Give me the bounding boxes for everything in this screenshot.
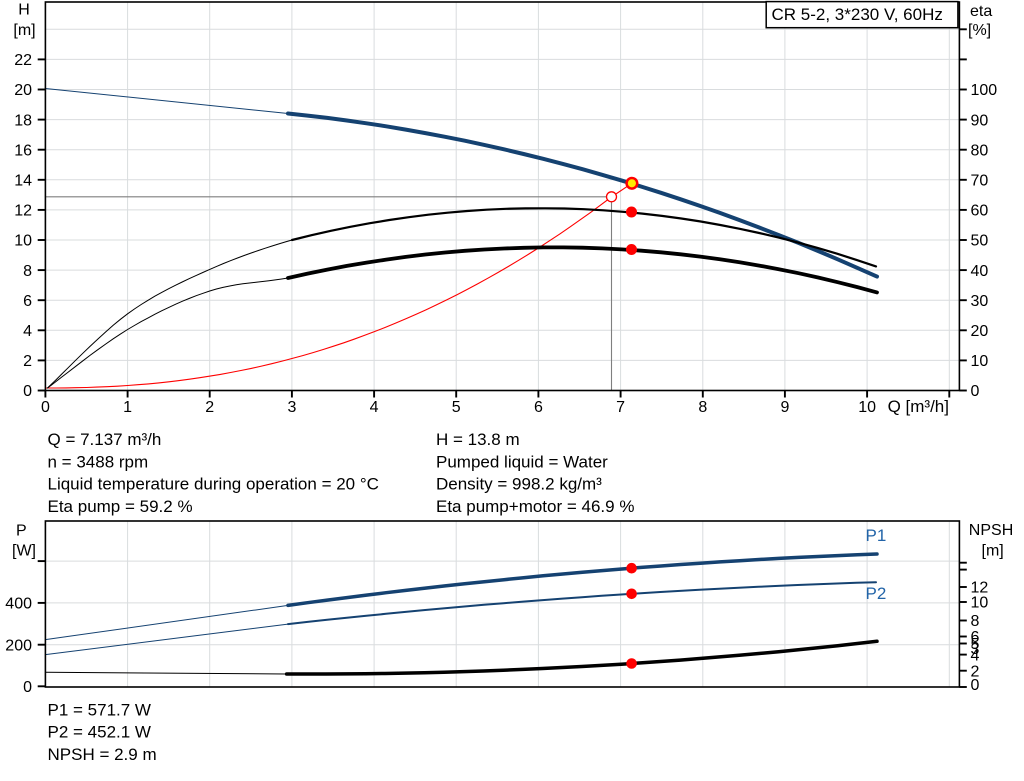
svg-text:Pumped liquid = Water: Pumped liquid = Water <box>436 452 608 471</box>
svg-text:90: 90 <box>971 112 989 129</box>
svg-text:8: 8 <box>971 613 980 630</box>
svg-text:Q = 7.137 m³/h: Q = 7.137 m³/h <box>48 430 162 449</box>
svg-text:Eta pump+motor = 46.9 %: Eta pump+motor = 46.9 % <box>436 497 634 516</box>
svg-text:2: 2 <box>23 353 32 370</box>
svg-text:n = 3488 rpm: n = 3488 rpm <box>48 452 149 471</box>
svg-text:4: 4 <box>23 323 32 340</box>
svg-text:1: 1 <box>123 399 132 416</box>
svg-text:P2 = 452.1 W: P2 = 452.1 W <box>48 723 151 742</box>
svg-text:2: 2 <box>971 663 980 680</box>
svg-text:0: 0 <box>23 383 32 400</box>
svg-text:10: 10 <box>971 353 989 370</box>
svg-text:H = 13.8 m: H = 13.8 m <box>436 430 520 449</box>
svg-text:3: 3 <box>287 399 296 416</box>
svg-text:[%]: [%] <box>968 22 991 39</box>
svg-text:20: 20 <box>14 82 32 99</box>
svg-text:40: 40 <box>971 263 989 280</box>
svg-text:Eta pump = 59.2 %: Eta pump = 59.2 % <box>48 497 193 516</box>
svg-text:5: 5 <box>452 399 461 416</box>
svg-text:50: 50 <box>971 233 989 250</box>
svg-text:NPSH: NPSH <box>969 522 1013 539</box>
svg-text:80: 80 <box>971 142 989 159</box>
svg-text:8: 8 <box>698 399 707 416</box>
svg-text:[m]: [m] <box>982 542 1004 559</box>
svg-text:eta: eta <box>970 3 992 20</box>
svg-text:6: 6 <box>971 629 980 646</box>
svg-text:8: 8 <box>23 263 32 280</box>
svg-text:70: 70 <box>971 173 989 190</box>
svg-text:CR 5-2, 3*230 V, 60Hz: CR 5-2, 3*230 V, 60Hz <box>772 5 943 24</box>
svg-text:H: H <box>18 2 30 19</box>
svg-text:6: 6 <box>23 293 32 310</box>
svg-text:12: 12 <box>971 580 989 597</box>
svg-text:[W]: [W] <box>12 542 36 559</box>
svg-text:0: 0 <box>23 679 32 696</box>
svg-text:30: 30 <box>971 293 989 310</box>
svg-text:P1: P1 <box>866 526 887 545</box>
svg-text:12: 12 <box>14 203 32 220</box>
svg-text:10: 10 <box>14 233 32 250</box>
svg-text:0: 0 <box>971 677 980 694</box>
svg-text:P1 = 571.7 W: P1 = 571.7 W <box>48 700 151 719</box>
svg-text:Density = 998.2 kg/m³: Density = 998.2 kg/m³ <box>436 475 602 494</box>
svg-text:7: 7 <box>616 399 625 416</box>
svg-text:Liquid temperature during oper: Liquid temperature during operation = 20… <box>48 475 379 494</box>
svg-text:6: 6 <box>534 399 543 416</box>
svg-text:4: 4 <box>971 647 980 664</box>
svg-text:10: 10 <box>971 595 989 612</box>
svg-text:4: 4 <box>370 399 379 416</box>
svg-text:P2: P2 <box>866 584 887 603</box>
svg-text:Q [m³/h]: Q [m³/h] <box>888 397 949 416</box>
svg-text:NPSH = 2.9 m: NPSH = 2.9 m <box>48 745 157 764</box>
svg-text:2: 2 <box>205 399 214 416</box>
svg-text:22: 22 <box>14 52 32 69</box>
svg-text:[m]: [m] <box>13 22 35 39</box>
svg-text:16: 16 <box>14 142 32 159</box>
svg-text:100: 100 <box>971 82 998 99</box>
svg-text:200: 200 <box>5 637 32 654</box>
svg-text:3: 3 <box>971 641 980 658</box>
svg-text:0: 0 <box>971 383 980 400</box>
svg-text:14: 14 <box>14 173 32 190</box>
svg-text:9: 9 <box>780 399 789 416</box>
svg-text:0: 0 <box>41 399 50 416</box>
svg-text:60: 60 <box>971 203 989 220</box>
svg-text:400: 400 <box>5 596 32 613</box>
svg-text:P: P <box>16 523 27 540</box>
svg-text:18: 18 <box>14 112 32 129</box>
svg-text:5: 5 <box>971 636 980 653</box>
svg-text:20: 20 <box>971 323 989 340</box>
svg-text:10: 10 <box>858 399 876 416</box>
